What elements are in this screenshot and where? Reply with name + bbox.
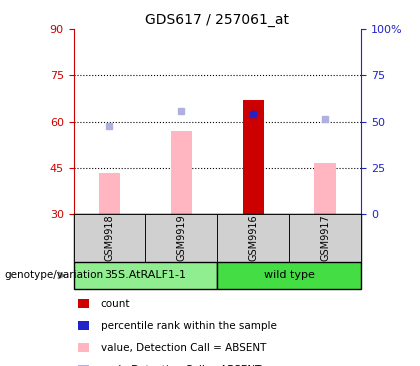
Text: GSM9919: GSM9919 bbox=[176, 214, 186, 261]
Text: GSM9916: GSM9916 bbox=[248, 214, 258, 261]
Bar bbox=[218, 214, 289, 262]
Bar bbox=[315, 163, 336, 214]
Bar bbox=[289, 214, 361, 262]
Text: count: count bbox=[101, 299, 130, 309]
Text: wild type: wild type bbox=[264, 270, 315, 280]
Text: GSM9918: GSM9918 bbox=[105, 214, 115, 261]
Text: percentile rank within the sample: percentile rank within the sample bbox=[101, 321, 277, 331]
Bar bbox=[99, 172, 120, 214]
Bar bbox=[218, 262, 361, 289]
Title: GDS617 / 257061_at: GDS617 / 257061_at bbox=[145, 13, 289, 27]
Bar bbox=[171, 131, 192, 214]
Bar bbox=[74, 262, 218, 289]
Text: value, Detection Call = ABSENT: value, Detection Call = ABSENT bbox=[101, 343, 266, 353]
Text: GSM9917: GSM9917 bbox=[320, 214, 330, 261]
Bar bbox=[145, 214, 218, 262]
Text: 35S.AtRALF1-1: 35S.AtRALF1-1 bbox=[105, 270, 186, 280]
Text: genotype/variation: genotype/variation bbox=[4, 270, 103, 280]
Bar bbox=[242, 100, 264, 214]
Text: rank, Detection Call = ABSENT: rank, Detection Call = ABSENT bbox=[101, 365, 261, 366]
Bar bbox=[74, 214, 145, 262]
